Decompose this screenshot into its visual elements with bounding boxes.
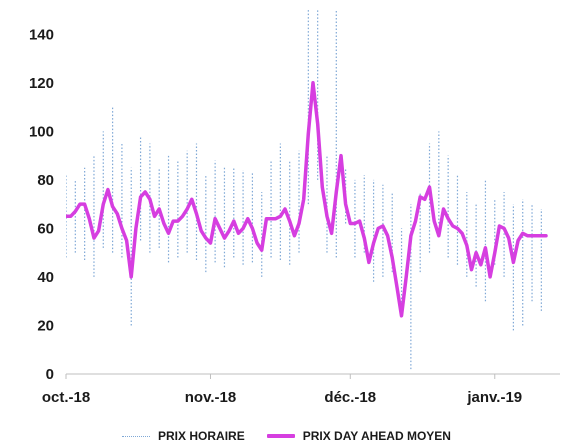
y-tick-label: 120 (29, 75, 54, 92)
x-tick-label: oct.-18 (42, 389, 90, 406)
x-tick-label: déc.-18 (324, 389, 376, 406)
legend-swatch-solid (266, 434, 295, 438)
y-axis-ticks: 0 20 40 60 80 100 120 140 (29, 26, 54, 383)
chart-legend: PRIX HORAIRE PRIX DAY AHEAD MOYEN (0, 424, 573, 448)
y-tick-label: 20 (37, 317, 54, 334)
legend-label-prix-day-ahead-moyen: PRIX DAY AHEAD MOYEN (302, 429, 451, 443)
legend-item-prix-day-ahead-moyen: PRIX DAY AHEAD MOYEN (266, 429, 451, 443)
x-axis-ticks: oct.-18 nov.-18 déc.-18 janv.-19 (42, 374, 522, 406)
y-tick-label: 140 (29, 26, 54, 43)
series-prix-day-ahead-moyen (66, 81, 548, 318)
legend-item-prix-horaire: PRIX HORAIRE (122, 429, 245, 443)
y-tick-label: 0 (46, 366, 54, 383)
x-tick-label: nov.-18 (185, 389, 236, 406)
y-tick-label: 100 (29, 123, 54, 140)
legend-swatch-dotted (122, 435, 151, 437)
y-tick-label: 60 (37, 220, 54, 237)
y-tick-label: 80 (37, 172, 54, 189)
y-tick-label: 40 (37, 269, 54, 286)
series-prix-horaire (66, 10, 542, 370)
legend-label-prix-horaire: PRIX HORAIRE (158, 429, 245, 443)
x-tick-label: janv.-19 (466, 389, 522, 406)
daily-average-line (66, 81, 548, 318)
